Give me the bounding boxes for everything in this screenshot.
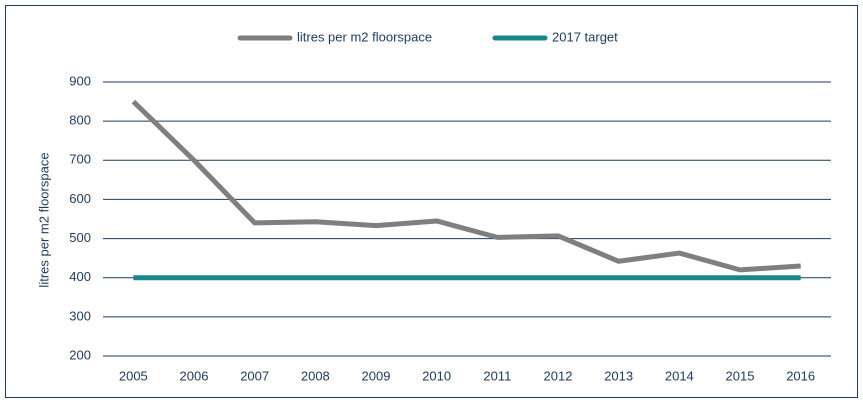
x-tick-label: 2015 [726, 368, 755, 383]
x-tick-label: 2005 [119, 368, 148, 383]
legend-label: 2017 target [552, 29, 618, 44]
x-tick-label: 2006 [180, 368, 209, 383]
series-line [131, 99, 801, 273]
x-tick-label: 2008 [301, 368, 330, 383]
x-tick-label: 2007 [240, 368, 269, 383]
x-tick-label: 2012 [544, 368, 573, 383]
y-tick-label: 300 [69, 308, 91, 323]
x-tick-label: 2011 [483, 368, 511, 383]
y-tick-label: 600 [69, 191, 91, 206]
chart-border [5, 5, 858, 398]
y-tick-label: 900 [69, 73, 91, 88]
x-tick-label: 2013 [604, 368, 633, 383]
x-tick-label: 2010 [422, 368, 451, 383]
legend-label: litres per m2 floorspace [297, 29, 432, 44]
y-tick-label: 700 [69, 152, 91, 167]
x-tick-label: 2014 [665, 368, 694, 383]
y-tick-label: 500 [69, 230, 91, 245]
x-tick-label: 2016 [786, 368, 815, 383]
y-tick-label: 800 [69, 113, 91, 128]
y-axis-label: litres per m2 floorspace [36, 152, 51, 287]
y-tick-label: 200 [69, 347, 91, 362]
x-tick-label: 2009 [362, 368, 391, 383]
y-tick-label: 400 [69, 269, 91, 284]
